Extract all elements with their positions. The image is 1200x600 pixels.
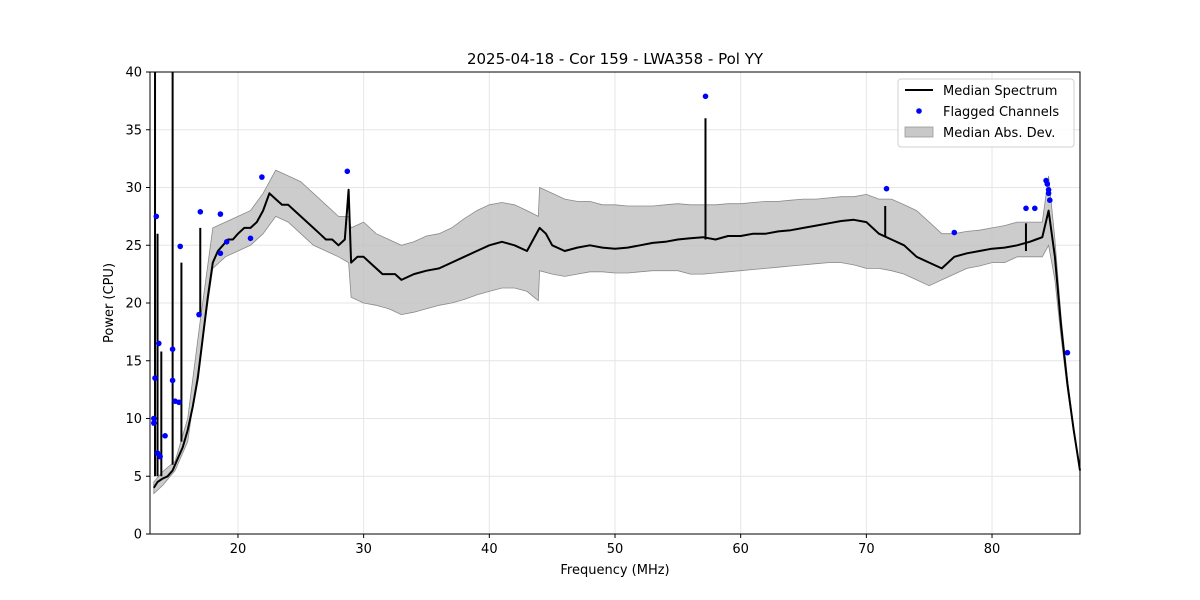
flagged-channel-point <box>1064 349 1071 356</box>
x-tick-label: 20 <box>230 542 247 557</box>
legend: Median Spectrum Flagged Channels Median … <box>897 78 1075 148</box>
mad-band-area <box>153 169 1081 495</box>
x-tick-label: 80 <box>984 542 1001 557</box>
y-tick-label: 25 <box>125 239 142 254</box>
y-tick-label: 10 <box>125 412 142 427</box>
median-spectrum-line <box>152 188 1081 489</box>
flagged-channel-point <box>1032 205 1038 212</box>
y-axis: 0 5 10 15 20 25 30 35 40 <box>125 66 150 543</box>
y-tick-label: 5 <box>134 470 142 485</box>
flagged-channel-point <box>951 229 958 236</box>
y-tick-label: 20 <box>125 297 142 312</box>
flagged-channel-point <box>162 433 168 439</box>
legend-box <box>897 78 1075 148</box>
x-axis-label: Frequency (MHz) <box>560 563 669 578</box>
flagged-channel-point <box>247 235 254 242</box>
chart-title: 2025-04-18 - Cor 159 - LWA358 - Pol YY <box>467 50 764 68</box>
flagged-channel-point <box>1045 190 1052 197</box>
flagged-channel-point <box>169 377 176 384</box>
flagged-channel-point <box>152 375 158 381</box>
x-tick-label: 40 <box>481 542 498 557</box>
flagged-channel-point <box>197 209 204 215</box>
median-abs-dev-band <box>153 169 1081 495</box>
legend-median-label: Median Spectrum <box>943 84 1057 99</box>
flagged-channel-point <box>151 415 157 422</box>
flagged-channel-point <box>169 346 176 353</box>
legend-flagged-swatch <box>916 108 922 114</box>
y-axis-label: Power (CPU) <box>102 263 117 343</box>
median-spectrum <box>152 72 1081 489</box>
flagged-channel-point <box>883 185 890 192</box>
flagged-channels <box>151 93 1071 460</box>
flagged-channel-point <box>151 420 157 426</box>
flagged-channel-point <box>217 211 224 217</box>
flagged-channel-point <box>223 239 230 245</box>
flagged-channel-point <box>153 213 160 220</box>
flagged-channel-point <box>1023 205 1029 212</box>
flagged-channel-point <box>156 340 162 347</box>
flagged-channel-point <box>217 250 224 257</box>
flagged-channel-point <box>176 399 182 406</box>
flagged-channel-point <box>259 174 265 180</box>
x-tick-label: 30 <box>355 542 372 557</box>
y-tick-label: 15 <box>125 354 142 369</box>
x-tick-label: 60 <box>732 542 749 557</box>
flagged-channel-point <box>196 311 202 318</box>
x-tick-label: 50 <box>607 542 624 557</box>
flagged-channel-point <box>157 453 163 460</box>
x-tick-label: 70 <box>858 542 875 557</box>
y-tick-label: 40 <box>125 66 142 81</box>
legend-flagged-label: Flagged Channels <box>943 105 1059 120</box>
legend-mad-swatch <box>904 126 934 138</box>
flagged-channel-point <box>702 93 709 100</box>
flagged-channel-point <box>1044 181 1051 187</box>
x-axis: 20 30 40 50 60 70 80 <box>230 534 1001 557</box>
y-tick-label: 35 <box>125 123 142 138</box>
flagged-channel-point <box>1047 197 1053 203</box>
legend-mad-label: Median Abs. Dev. <box>943 126 1055 141</box>
flagged-channel-point <box>344 168 351 175</box>
flagged-channel-point <box>177 243 183 250</box>
y-tick-label: 30 <box>125 181 142 196</box>
y-tick-label: 0 <box>134 528 142 543</box>
